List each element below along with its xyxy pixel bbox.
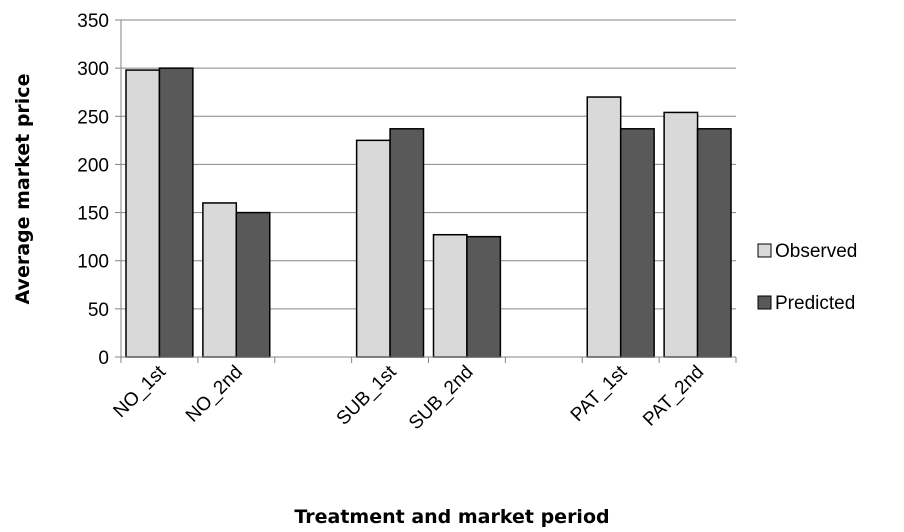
y-tick-label: 250 [77, 107, 109, 128]
bar-observed-no-2nd [202, 202, 238, 358]
y-tick-label: 150 [77, 204, 109, 225]
bar-observed-pat-2nd [663, 111, 699, 358]
legend: Observed Predicted [757, 241, 857, 314]
legend-swatch-predicted [757, 295, 772, 310]
legend-label-observed: Observed [775, 241, 857, 262]
x-axis-title: Treatment and market period [294, 506, 609, 528]
y-tick-labels: 0 50 100 150 200 250 300 350 [77, 11, 109, 369]
y-tick-label: 50 [88, 300, 109, 321]
y-axis-title: Average market price [12, 74, 34, 305]
bar-observed-sub-1st [355, 139, 391, 358]
x-tick-label: NO_2nd [182, 362, 247, 427]
bar-predicted-sub-1st [389, 128, 425, 358]
x-tick-label: SUB_2nd [405, 362, 477, 434]
bar-predicted-no-2nd [235, 211, 271, 358]
bar-predicted-pat-2nd [696, 128, 732, 358]
x-tick-label: PAT_1st [567, 361, 632, 426]
bar-observed-sub-2nd [432, 233, 468, 358]
legend-label-predicted: Predicted [775, 293, 855, 314]
bar-predicted-no-1st [158, 67, 194, 358]
x-tick-labels: NO_1st NO_2nd SUB_1st SUB_2nd PAT_1st PAT_2nd [110, 361, 709, 434]
axes [115, 19, 737, 363]
bar-observed-pat-1st [586, 96, 622, 358]
bar-predicted-pat-1st [619, 128, 655, 358]
y-tick-label: 100 [77, 252, 109, 273]
bar-predicted-sub-2nd [466, 235, 502, 358]
y-tick-label: 300 [77, 59, 109, 80]
y-tick-label: 350 [77, 11, 109, 32]
x-tick-label: PAT_2nd [639, 362, 708, 431]
x-tick-label: NO_1st [110, 361, 171, 422]
y-tick-label: 200 [77, 155, 109, 176]
y-tick-label: 0 [98, 348, 109, 369]
x-tick-label: SUB_1st [333, 361, 401, 429]
bar-observed-no-1st [125, 69, 161, 358]
bars [125, 67, 732, 358]
legend-swatch-observed [757, 243, 772, 258]
